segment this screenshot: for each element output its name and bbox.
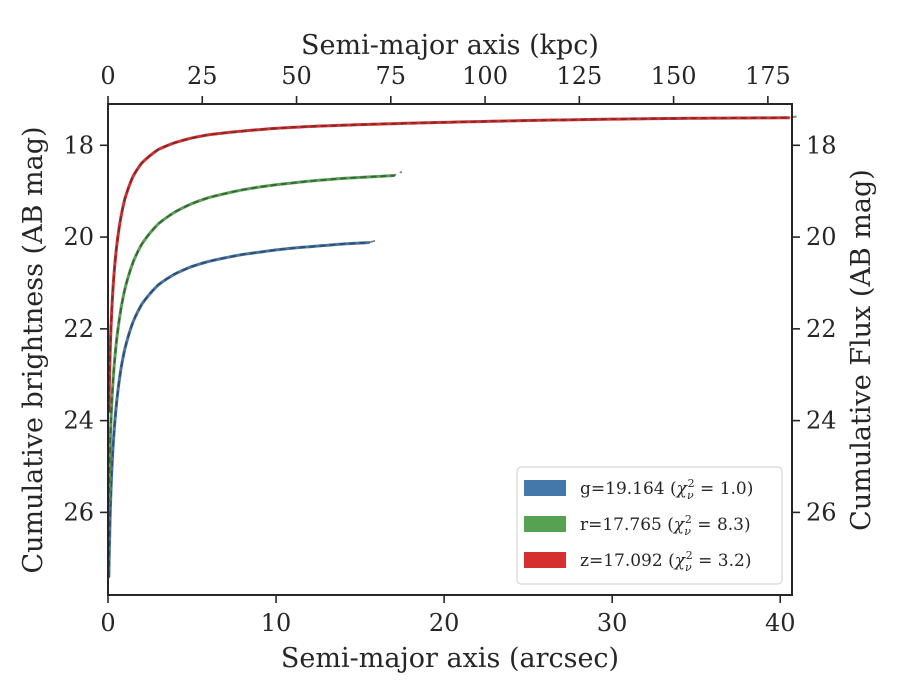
- x-tick-label: 0: [100, 609, 115, 637]
- legend-label-z: z=17.092 (χν2 = 3.2): [580, 549, 751, 574]
- y-tick-label: 26: [63, 498, 94, 526]
- top-x-tick-label: 0: [100, 62, 115, 90]
- curves-layer: [107, 115, 797, 579]
- legend-swatch-r: [524, 516, 566, 532]
- right-y-tick-label: 26: [806, 498, 837, 526]
- top-x-tick-label: 50: [281, 62, 312, 90]
- y-tick-label: 20: [63, 223, 94, 251]
- plot-frame: [107, 103, 793, 596]
- y-tick-label: 24: [63, 407, 94, 435]
- x-tick-label: 30: [597, 609, 628, 637]
- top-x-axis-label: Semi-major axis (kpc): [301, 30, 599, 61]
- y-tick-label: 22: [63, 315, 94, 343]
- top-x-tick-label: 25: [187, 62, 218, 90]
- legend-label-r: r=17.765 (χν2 = 8.3): [580, 513, 751, 538]
- x-axis-label: Semi-major axis (arcsec): [281, 643, 619, 674]
- top-x-tick-label: 75: [376, 62, 407, 90]
- top-x-tick-label: 175: [745, 62, 791, 90]
- x-tick-label: 40: [765, 609, 796, 637]
- y-tick-label: 18: [63, 131, 94, 159]
- legend-swatch-z: [524, 552, 566, 568]
- right-y-tick-label: 24: [806, 407, 837, 435]
- legend-swatch-g: [524, 480, 566, 496]
- series-z-fit-line: [107, 115, 797, 412]
- right-y-tick-label: 22: [806, 315, 837, 343]
- series-g-fit-line: [107, 239, 377, 577]
- series-r-fit-line: [107, 170, 403, 504]
- x-tick-label: 10: [261, 609, 292, 637]
- right-y-axis-label: Cumulative Flux (AB mag): [846, 169, 877, 531]
- x-tick-label: 20: [429, 609, 460, 637]
- right-y-tick-label: 18: [806, 131, 837, 159]
- legend: g=19.164 (χν2 = 1.0) r=17.765 (χν2 = 8.3)…: [516, 466, 783, 585]
- y-axis-label: Cumulative brightness (AB mag): [18, 126, 49, 573]
- top-x-tick-label: 125: [556, 62, 602, 90]
- right-y-tick-label: 20: [806, 223, 837, 251]
- legend-label-g: g=19.164 (χν2 = 1.0): [580, 477, 753, 502]
- top-x-tick-label: 150: [651, 62, 697, 90]
- top-x-tick-label: 100: [462, 62, 508, 90]
- axes-layer: 0 10 20 30 40 0 25 50 75 100 125 150 175 18 18 20 20 22 22…: [63, 62, 836, 637]
- legend-frame: [516, 466, 783, 585]
